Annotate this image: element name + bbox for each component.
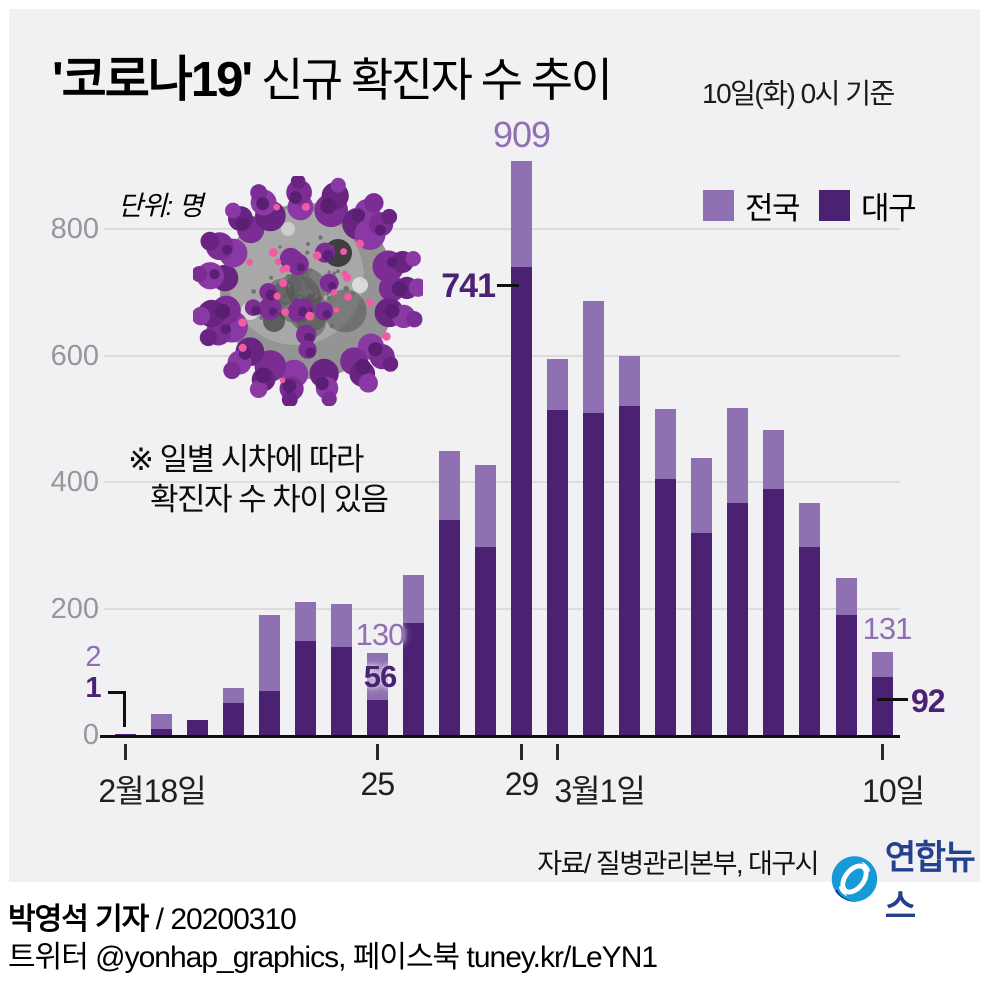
yonhap-logo-icon: [831, 856, 878, 902]
bar-daegu-2월27일: [438, 520, 460, 735]
footnote-line2: 확진자 수 차이 있음: [150, 482, 389, 517]
y-axis-label-200: 200: [50, 592, 99, 625]
legend: 전국 대구: [703, 183, 924, 228]
bar-daegu-2월26일: [402, 622, 424, 735]
annotation-mar10_total: 131: [862, 611, 913, 646]
x-axis-label-25: 25: [360, 766, 396, 802]
unit-label: 단위: 명: [118, 191, 204, 221]
bar-daegu-2월29일: [511, 266, 533, 735]
x-axis-tick-2월18일: [123, 744, 127, 760]
x-axis-tick-25: [375, 744, 379, 760]
annotation-peak_daegu: 741: [441, 267, 496, 305]
leader-line-741: [497, 284, 519, 287]
legend-swatch-nationwide: [703, 190, 734, 221]
bar-daegu-2월25일: [366, 699, 388, 735]
bar-daegu-3월3일: [619, 406, 641, 735]
x-axis-line: [100, 735, 900, 738]
bar-daegu-2월28일: [475, 547, 496, 735]
bar-daegu-2월21일: [222, 703, 244, 735]
reporter-name: 박영석 기자: [8, 903, 149, 936]
yonhap-logo-text: 연합뉴스: [884, 839, 976, 926]
bar-daegu-2월22일: [258, 690, 280, 735]
bar-daegu-3월8일: [799, 547, 821, 735]
x-axis-label-3월1일: 3월1일: [554, 773, 645, 809]
bar-daegu-2월19일: [150, 728, 172, 735]
leader-line-92: [877, 698, 908, 701]
social-links: 트위터 @yonhap_graphics, 페이스북 tuney.kr/LeYN…: [8, 941, 658, 974]
bar-daegu-3월7일: [763, 488, 785, 735]
annotation-feb18_total: 2: [85, 641, 101, 673]
annotation-feb25_total: 130: [355, 617, 406, 652]
x-axis-label-29: 29: [504, 766, 540, 802]
annotation-mar10_daegu: 92: [911, 683, 946, 719]
title-keyword: '코로나19': [52, 53, 253, 107]
y-axis-label-0: 0: [82, 719, 99, 751]
byline: 박영석 기자 / 20200310: [8, 894, 297, 938]
bar-daegu-3월1일: [547, 410, 569, 735]
annotation-bracket-feb18: [108, 691, 126, 727]
bar-daegu-2월24일: [330, 646, 352, 735]
footnote: ※ 일별 시차에 따라 확진자 수 차이 있음: [128, 440, 389, 520]
x-axis-tick-10일: [880, 744, 884, 760]
title-text: 신규 확진자 수 추이: [261, 54, 613, 106]
bar-daegu-2월23일: [294, 641, 316, 735]
bar-daegu-3월5일: [691, 532, 713, 735]
x-axis-label-2월18일: 2월18일: [98, 773, 206, 809]
bar-daegu-3월6일: [727, 503, 749, 735]
gridline-600: [104, 354, 900, 357]
footnote-line1: ※ 일별 시차에 따라: [128, 442, 364, 477]
y-axis-label-600: 600: [50, 339, 99, 372]
page-title: '코로나19' 신규 확진자 수 추이: [52, 40, 613, 111]
bar-daegu-3월9일: [835, 614, 857, 735]
data-source: 자료/ 질병관리본부, 대구시: [537, 849, 819, 879]
x-axis-tick-3월1일: [556, 744, 560, 760]
yonhap-logo: 연합뉴스: [830, 830, 989, 928]
annotation-peak_total: 909: [493, 114, 551, 155]
gridline-800: [104, 228, 900, 231]
coronavirus-image: [193, 176, 423, 406]
annotation-feb25_daegu: 56: [363, 659, 397, 694]
legend-label-nationwide: 전국: [745, 191, 801, 226]
legend-label-daegu: 대구: [861, 191, 917, 226]
gridline-400: [104, 481, 900, 484]
as-of-timestamp: 10일(화) 0시 기준: [702, 78, 895, 109]
legend-swatch-daegu: [819, 190, 851, 221]
bar-daegu-3월2일: [583, 412, 605, 735]
y-axis-label-800: 800: [50, 213, 99, 246]
bar-daegu-2월20일: [186, 720, 208, 735]
bar-daegu-2월18일: [114, 734, 136, 735]
annotation-feb18_daegu: 1: [85, 672, 101, 704]
byline-date: / 20200310: [148, 903, 297, 936]
x-axis-tick-29: [520, 744, 524, 760]
gridline-200: [104, 607, 900, 610]
y-axis-label-400: 400: [50, 466, 99, 499]
bar-daegu-3월10일: [871, 676, 893, 735]
bar-daegu-3월4일: [655, 479, 677, 735]
x-axis-label-10일: 10일: [862, 773, 925, 809]
